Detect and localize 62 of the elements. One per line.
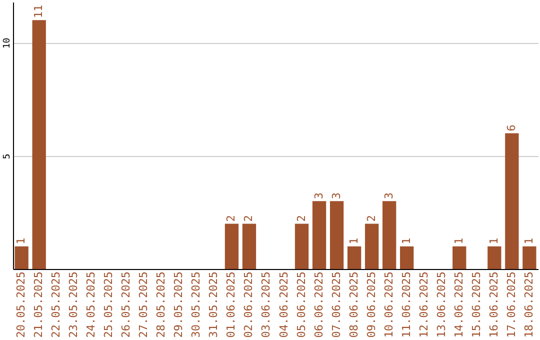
x-tick-label: 25.05.2025	[102, 272, 116, 338]
x-tick-label: 18.06.2025	[522, 272, 536, 338]
bar	[312, 201, 326, 269]
x-tick-label: 12.06.2025	[417, 272, 430, 338]
data-label: 2	[242, 215, 256, 222]
x-tick-label: 31.05.2025	[207, 272, 220, 338]
bar	[364, 224, 379, 269]
data-label: 1	[347, 238, 360, 244]
bar	[400, 246, 414, 269]
x-tick-label: 07.06.2025	[330, 272, 343, 338]
y-tick-label: 5	[2, 154, 12, 160]
x-tick-label: 14.06.2025	[452, 272, 466, 338]
x-tick-label: 01.06.2025	[224, 272, 238, 338]
y-tick-label: 10	[2, 38, 12, 49]
x-tick-label: 26.05.2025	[120, 272, 133, 338]
bar	[14, 246, 28, 269]
x-tick-label: 05.06.2025	[294, 272, 308, 338]
data-label: 2	[224, 215, 238, 222]
bar	[505, 133, 519, 269]
data-label: 3	[312, 192, 326, 200]
x-tick-label: 30.05.2025	[190, 272, 203, 338]
data-label: 1	[14, 238, 28, 244]
data-label: 11	[32, 4, 46, 18]
data-label: 3	[382, 192, 396, 200]
x-tick-label: 11.06.2025	[400, 272, 413, 338]
bar	[242, 224, 256, 269]
x-tick-label: 06.06.2025	[312, 272, 326, 338]
bar	[224, 224, 239, 269]
data-label: 3	[330, 192, 343, 200]
x-tick-label: 02.06.2025	[242, 272, 256, 338]
data-label: 1	[452, 238, 466, 244]
bar	[32, 20, 46, 269]
x-tick-label: 21.05.2025	[32, 272, 46, 338]
bar	[382, 201, 396, 269]
x-tick-label: 27.05.2025	[137, 272, 150, 338]
x-tick-label: 13.06.2025	[434, 272, 448, 338]
data-label: 1	[487, 238, 500, 244]
x-tick-label: 20.05.2025	[14, 272, 28, 338]
bar	[488, 246, 502, 269]
x-tick-label: 23.05.2025	[67, 272, 80, 338]
bar	[452, 246, 466, 269]
x-tick-label: 16.06.2025	[487, 272, 500, 338]
x-tick-label: 24.05.2025	[84, 272, 98, 338]
bar	[347, 246, 362, 269]
x-tick-label: 28.05.2025	[154, 272, 168, 338]
x-tick-label: 17.06.2025	[504, 272, 518, 338]
data-label: 2	[294, 215, 308, 222]
bar	[294, 224, 309, 269]
x-tick-label: 09.06.2025	[364, 272, 378, 338]
data-label: 1	[522, 238, 536, 244]
bar	[522, 246, 536, 269]
bar	[330, 201, 344, 269]
x-tick-label: 03.06.2025	[260, 272, 273, 338]
x-tick-label: 08.06.2025	[347, 272, 360, 338]
x-tick-label: 15.06.2025	[470, 272, 483, 338]
data-label: 6	[504, 124, 518, 132]
x-tick-label: 10.06.2025	[382, 272, 396, 338]
x-tick-label: 04.06.2025	[277, 272, 290, 338]
x-tick-label: 22.05.2025	[50, 272, 63, 338]
x-tick-label: 29.05.2025	[172, 272, 186, 338]
data-label: 2	[364, 215, 378, 222]
data-label: 1	[400, 238, 413, 244]
